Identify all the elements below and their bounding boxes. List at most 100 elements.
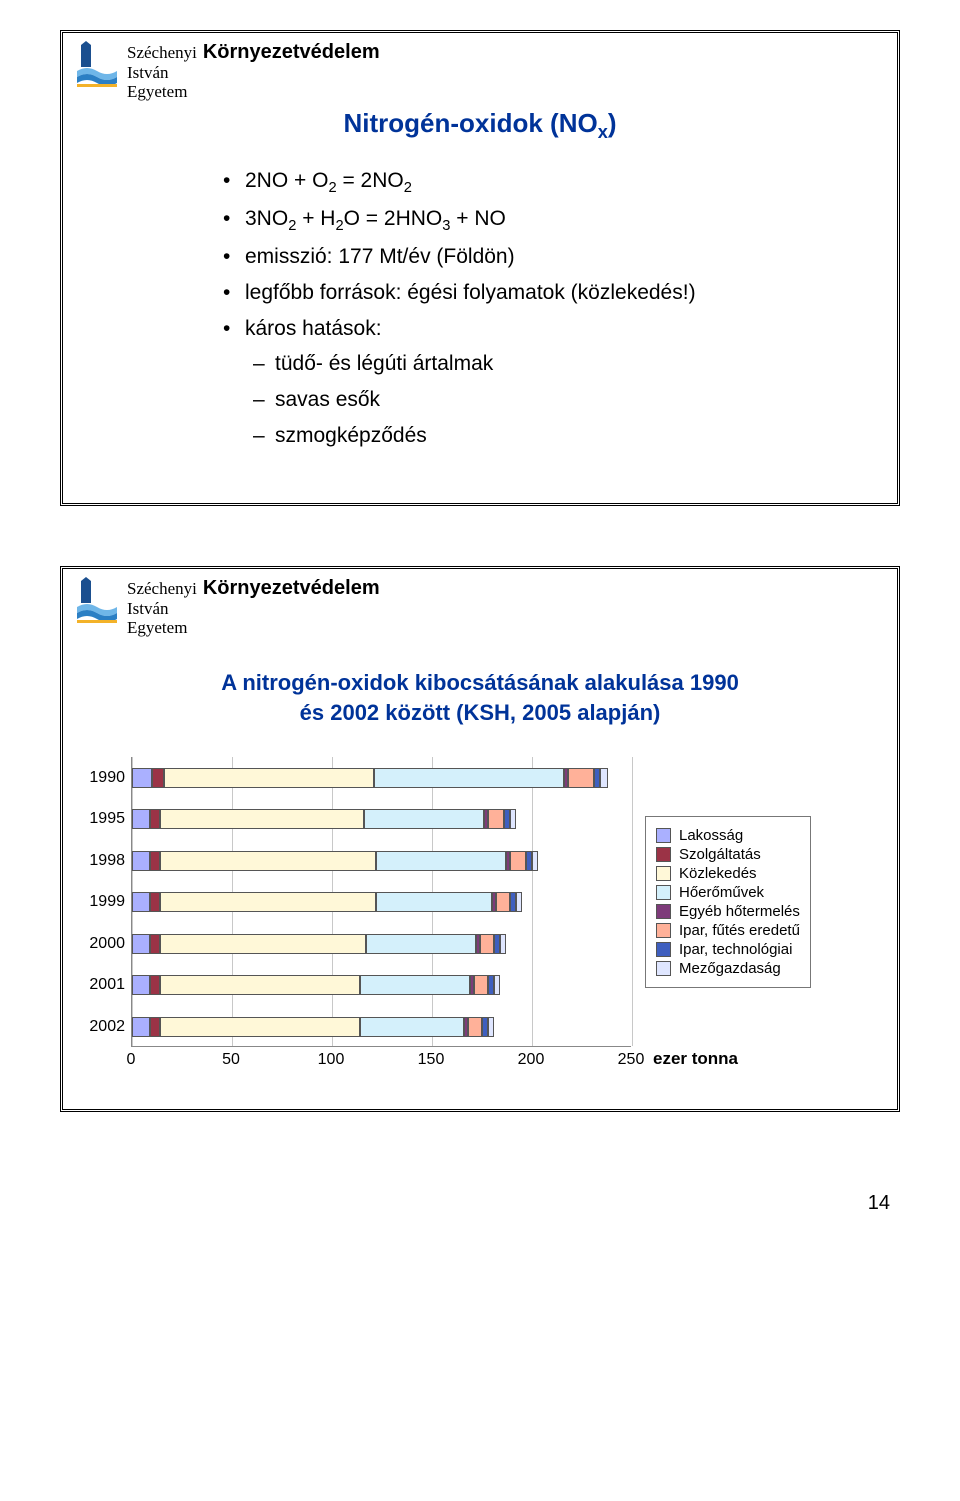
legend-label: Lakosság bbox=[679, 827, 743, 844]
y-tick-label: 1995 bbox=[83, 811, 125, 827]
bar-segment bbox=[480, 934, 494, 954]
legend-item: Ipar, fűtés eredetű bbox=[656, 922, 800, 939]
bar-segment bbox=[160, 851, 376, 871]
legend-label: Közlekedés bbox=[679, 865, 757, 882]
university-logo-icon bbox=[75, 577, 121, 623]
bar-row bbox=[132, 768, 608, 788]
slide-title: Nitrogén-oxidok (NOx) bbox=[63, 108, 897, 143]
bar-segment bbox=[474, 975, 488, 995]
university-logo-icon bbox=[75, 41, 121, 87]
bullet-level1: 2NO + O2 = 2NO2 bbox=[223, 163, 897, 201]
course-label: Környezetvédelem bbox=[203, 41, 380, 64]
bar-segment bbox=[510, 851, 526, 871]
bar-segment bbox=[160, 809, 364, 829]
x-tick-label: 150 bbox=[418, 1051, 445, 1069]
bar-row bbox=[132, 892, 522, 912]
bar-segment bbox=[360, 1017, 464, 1037]
bar-segment bbox=[488, 1017, 494, 1037]
slide-header: Széchenyi István Egyetem Környezetvédele… bbox=[63, 33, 897, 102]
slide-1: Széchenyi István Egyetem Környezetvédele… bbox=[60, 30, 900, 506]
bar-segment bbox=[376, 851, 506, 871]
bar-segment bbox=[150, 975, 160, 995]
bar-segment bbox=[164, 768, 374, 788]
bar-segment bbox=[160, 975, 360, 995]
legend-swatch bbox=[656, 828, 671, 843]
bar-segment bbox=[510, 809, 516, 829]
bar-segment bbox=[150, 809, 160, 829]
legend: Lakosság Szolgáltatás Közlekedés Hőerőművek… bbox=[645, 816, 811, 988]
plot-and-legend: Lakosság Szolgáltatás Közlekedés Hőerőművek… bbox=[131, 757, 877, 1047]
legend-item: Lakosság bbox=[656, 827, 800, 844]
bar-segment bbox=[132, 809, 150, 829]
y-tick-label: 2001 bbox=[83, 977, 125, 993]
bullet-level2: szmogképződés bbox=[223, 418, 897, 454]
bar-segment bbox=[516, 892, 522, 912]
bar-segment bbox=[152, 768, 164, 788]
gridline bbox=[632, 757, 633, 1046]
x-tick-label: 100 bbox=[318, 1051, 345, 1069]
bar-segment bbox=[532, 851, 538, 871]
x-tick-label: 0 bbox=[127, 1051, 136, 1069]
bar-segment bbox=[468, 1017, 482, 1037]
x-tick-label: 250 bbox=[618, 1051, 645, 1069]
bar-segment bbox=[150, 851, 160, 871]
bar-segment bbox=[376, 892, 492, 912]
bar-row bbox=[132, 851, 538, 871]
legend-swatch bbox=[656, 923, 671, 938]
bar-segment bbox=[150, 934, 160, 954]
y-tick-label: 1999 bbox=[83, 894, 125, 910]
bar-row bbox=[132, 975, 500, 995]
legend-item: Ipar, technológiai bbox=[656, 941, 800, 958]
x-tick-label: 200 bbox=[518, 1051, 545, 1069]
legend-item: Mezőgazdaság bbox=[656, 960, 800, 977]
bullet-level2: tüdő- és légúti ártalmak bbox=[223, 346, 897, 382]
legend-label: Szolgáltatás bbox=[679, 846, 761, 863]
uni-line3: Egyetem bbox=[127, 618, 187, 637]
slide2-title: A nitrogén-oxidok kibocsátásának alakulá… bbox=[103, 668, 857, 727]
legend-item: Szolgáltatás bbox=[656, 846, 800, 863]
y-tick-label: 1998 bbox=[83, 853, 125, 869]
legend-label: Ipar, fűtés eredetű bbox=[679, 922, 800, 939]
bar-segment bbox=[496, 892, 510, 912]
bar-segment bbox=[132, 934, 150, 954]
legend-swatch bbox=[656, 904, 671, 919]
legend-swatch bbox=[656, 885, 671, 900]
bar-segment bbox=[160, 1017, 360, 1037]
bar-row bbox=[132, 934, 506, 954]
x-axis: 050100150200250 bbox=[131, 1047, 631, 1071]
y-tick-label: 1990 bbox=[83, 770, 125, 786]
legend-item: Közlekedés bbox=[656, 865, 800, 882]
bar-segment bbox=[132, 975, 150, 995]
bullet-list: 2NO + O2 = 2NO23NO2 + H2O = 2HNO3 + NOem… bbox=[63, 163, 897, 503]
chart-area: 1990199519981999200020012002 LakosságSzo… bbox=[83, 757, 877, 1047]
legend-swatch bbox=[656, 961, 671, 976]
bar-segment bbox=[494, 975, 500, 995]
legend-swatch bbox=[656, 942, 671, 957]
legend-label: Mezőgazdaság bbox=[679, 960, 781, 977]
legend-swatch bbox=[656, 847, 671, 862]
bar-segment bbox=[568, 768, 594, 788]
x-axis-unit: ezer tonna bbox=[653, 1049, 877, 1069]
bar-row bbox=[132, 1017, 494, 1037]
bullet-level1: káros hatások: bbox=[223, 311, 897, 347]
plot-area bbox=[131, 757, 631, 1047]
course-label: Környezetvédelem bbox=[203, 577, 380, 600]
bar-segment bbox=[132, 768, 152, 788]
bullet-level2: savas esők bbox=[223, 382, 897, 418]
legend-item: Hőerőművek bbox=[656, 884, 800, 901]
slide2-title-line1: A nitrogén-oxidok kibocsátásának alakulá… bbox=[221, 670, 739, 695]
bullet-level1: emisszió: 177 Mt/év (Földön) bbox=[223, 239, 897, 275]
university-name: Széchenyi István Egyetem bbox=[127, 41, 197, 102]
bar-segment bbox=[364, 809, 484, 829]
bar-segment bbox=[160, 892, 376, 912]
chart: 1990199519981999200020012002 LakosságSzo… bbox=[63, 757, 897, 1109]
bar-segment bbox=[360, 975, 470, 995]
legend-label: Hőerőművek bbox=[679, 884, 764, 901]
uni-line3: Egyetem bbox=[127, 82, 187, 101]
bar-segment bbox=[132, 851, 150, 871]
uni-line1: Széchenyi bbox=[127, 43, 197, 62]
slide2-title-line2: és 2002 között (KSH, 2005 alapján) bbox=[300, 700, 661, 725]
gridline bbox=[532, 757, 533, 1046]
page-number: 14 bbox=[60, 1172, 900, 1215]
bar-segment bbox=[488, 809, 504, 829]
